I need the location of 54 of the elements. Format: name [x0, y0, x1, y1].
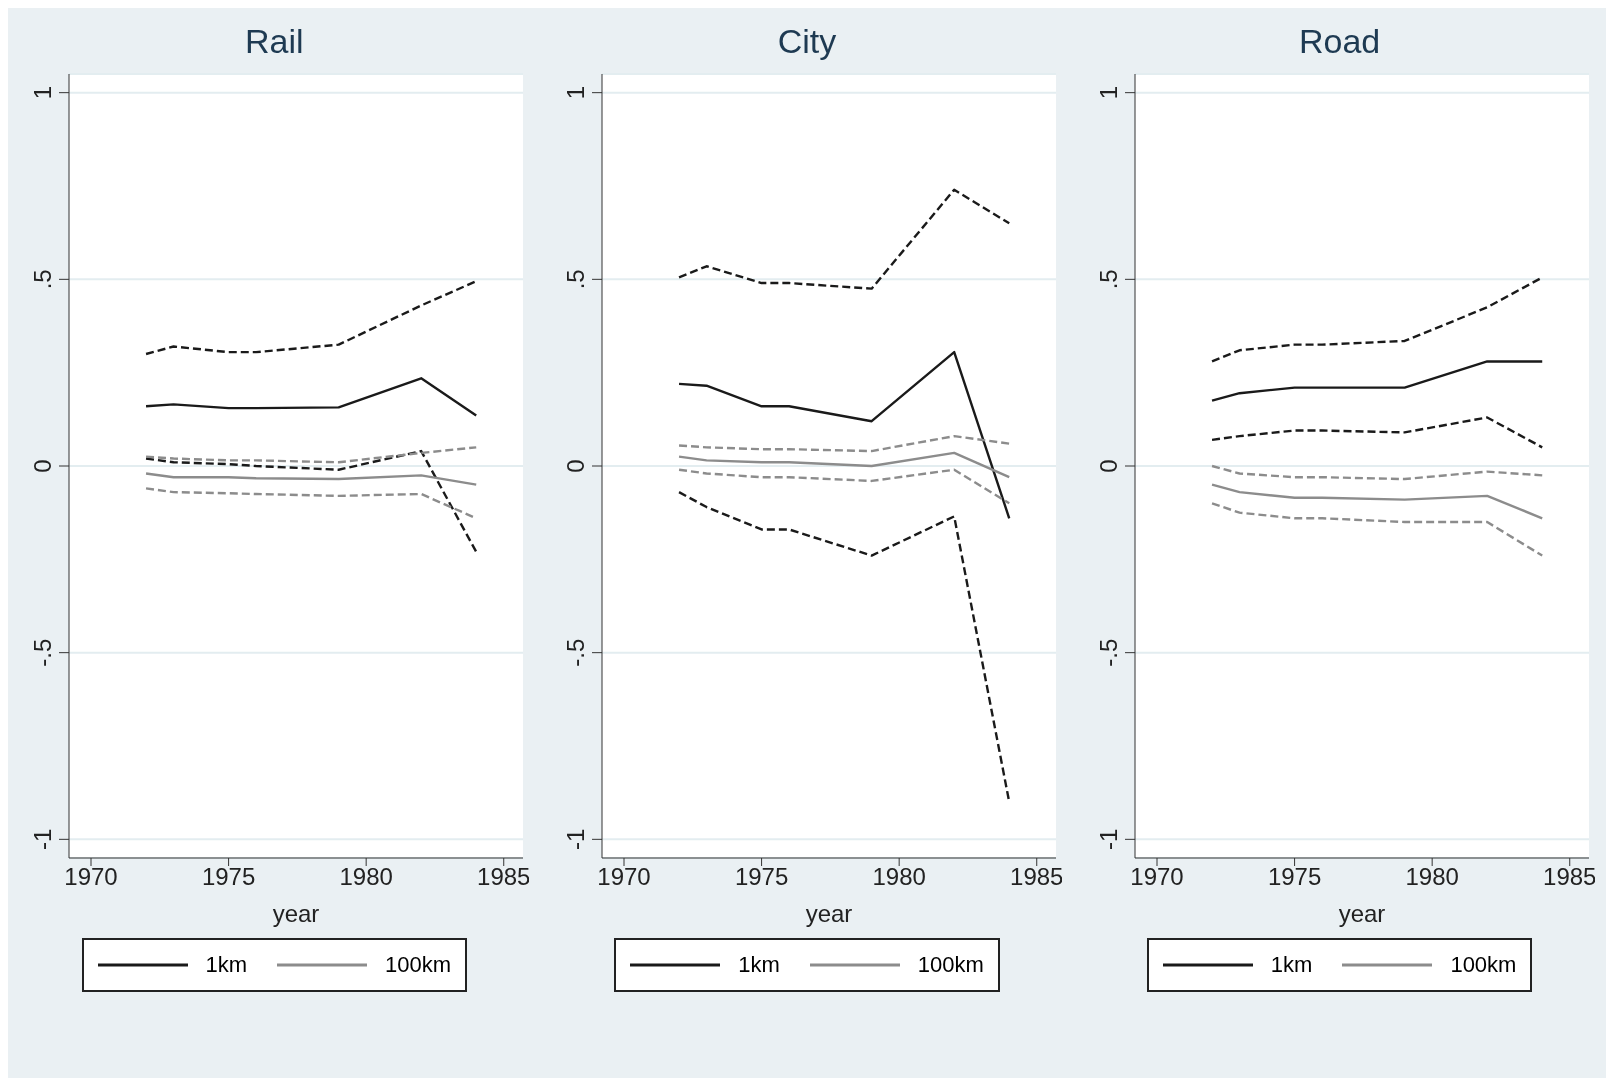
legend-label: 100km — [917, 952, 984, 978]
x-tick-label: 1970 — [597, 863, 651, 891]
x-tick-label: 1985 — [1010, 863, 1064, 891]
x-tick-label: 1980 — [1405, 863, 1459, 891]
x-tick-label: 1980 — [872, 863, 926, 891]
y-tick-label: -.5 — [1094, 638, 1122, 667]
x-tick-label: 1975 — [1267, 863, 1321, 891]
y-tick-label: 0 — [29, 459, 57, 473]
y-tick-label: -1 — [1094, 828, 1122, 851]
y-tick-label: .5 — [561, 269, 589, 290]
x-axis-title: year — [805, 900, 853, 927]
legend-label: 100km — [385, 952, 452, 978]
line-series — [1210, 483, 1544, 520]
y-tick-label: -.5 — [561, 638, 589, 667]
line-series — [145, 449, 478, 554]
line-series — [677, 188, 1011, 290]
legend-label: 1km — [1270, 952, 1313, 978]
y-tick-label: -.5 — [29, 638, 57, 667]
legend-label: 1km — [205, 952, 248, 978]
chart-title: City — [777, 22, 837, 62]
line-series — [145, 377, 478, 417]
line-series — [677, 434, 1011, 453]
y-tick-label: .5 — [1094, 269, 1122, 290]
line-series — [1210, 360, 1544, 402]
x-tick-label: 1980 — [339, 863, 394, 891]
line-series — [145, 472, 478, 486]
x-axis-title: year — [1338, 900, 1385, 927]
y-tick-label: 1 — [1094, 85, 1122, 100]
line-series — [145, 280, 478, 356]
chart-title: Road — [1299, 22, 1381, 62]
y-tick-label: .5 — [29, 269, 57, 290]
line-series — [1210, 502, 1544, 557]
y-tick-label: -1 — [29, 828, 57, 851]
y-tick-label: 1 — [561, 85, 589, 100]
x-tick-label: 1975 — [202, 863, 256, 891]
x-tick-label: 1985 — [1542, 863, 1597, 891]
x-tick-label: 1970 — [1129, 863, 1184, 891]
legend-label: 1km — [738, 952, 780, 978]
x-tick-label: 1985 — [477, 863, 531, 891]
line-series — [1210, 416, 1544, 449]
y-tick-label: 0 — [1094, 459, 1122, 473]
line-series — [1210, 464, 1544, 481]
x-tick-label: 1975 — [734, 863, 789, 891]
chart-title: Rail — [245, 22, 304, 62]
line-series — [677, 468, 1011, 505]
y-tick-label: -1 — [561, 828, 589, 851]
x-axis-title: year — [272, 900, 320, 927]
line-series — [677, 350, 1011, 520]
line-series — [677, 451, 1011, 479]
line-series — [145, 446, 478, 464]
legend-label: 100km — [1450, 952, 1517, 978]
y-tick-label: 1 — [29, 85, 57, 100]
x-tick-label: 1970 — [64, 863, 119, 891]
y-tick-label: 0 — [561, 459, 589, 473]
